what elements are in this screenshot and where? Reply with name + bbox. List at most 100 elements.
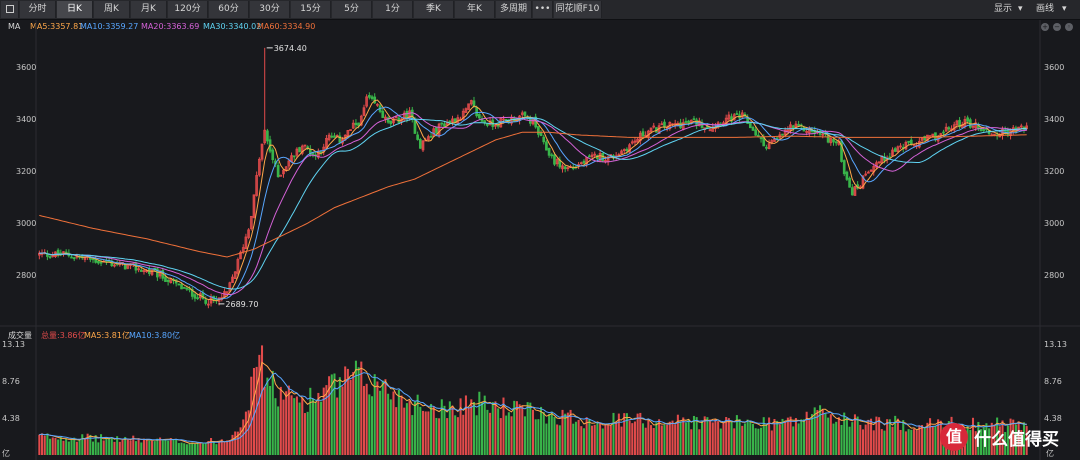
candle-body xyxy=(440,122,444,125)
candle-body xyxy=(893,148,897,152)
candle-body xyxy=(443,123,446,127)
volume-bar xyxy=(384,379,387,455)
ma5-line xyxy=(39,99,1027,302)
tab-0[interactable]: 分时 xyxy=(20,1,56,18)
candle-body xyxy=(848,177,851,188)
candle-body xyxy=(244,236,248,250)
candle-body xyxy=(545,141,548,151)
volume-bar xyxy=(271,370,274,455)
draw-dropdown-icon[interactable]: ▾ xyxy=(1062,4,1067,14)
volume-bar xyxy=(628,420,631,455)
volume-bar xyxy=(789,416,792,455)
candle-body xyxy=(303,144,307,147)
candle-body xyxy=(740,112,744,118)
candle-body xyxy=(330,135,334,138)
volume-bar xyxy=(617,413,620,455)
volume-bar xyxy=(193,443,196,455)
volume-bar xyxy=(819,405,822,455)
volume-bar xyxy=(937,419,940,455)
volume-bar xyxy=(515,401,518,455)
candle-body xyxy=(926,134,929,142)
tab-5[interactable]: 60分 xyxy=(209,1,249,18)
tab-8[interactable]: 5分 xyxy=(332,1,372,18)
tab-2[interactable]: 周K xyxy=(94,1,130,18)
volume-bar xyxy=(607,424,610,455)
volume-bar xyxy=(46,433,49,455)
volume-bar xyxy=(226,440,229,455)
volume-bar xyxy=(886,419,889,455)
volume-bar xyxy=(714,419,717,455)
zoom-in-icon[interactable]: + xyxy=(1041,23,1049,31)
volume-bar xyxy=(395,407,398,455)
tab-10[interactable]: 季K xyxy=(414,1,454,18)
candle-body xyxy=(386,117,390,123)
tab-12[interactable]: 多周期 xyxy=(496,1,532,18)
watermark-badge: 值 xyxy=(940,423,968,451)
candle-body xyxy=(781,133,784,136)
price-tick-left: 3400 xyxy=(16,115,36,124)
volume-bar xyxy=(711,422,714,455)
volume-bar xyxy=(172,439,175,455)
volume-bar xyxy=(413,401,416,455)
draw-line-button[interactable]: 画线 xyxy=(1036,4,1055,14)
volume-bar xyxy=(561,409,564,455)
tab-11[interactable]: 年K xyxy=(455,1,495,18)
volume-bar xyxy=(408,400,411,455)
volume-bar xyxy=(523,416,526,455)
tab-1[interactable]: 日K xyxy=(57,1,93,18)
zoom-out-icon[interactable]: − xyxy=(1053,23,1061,31)
volume-bar xyxy=(797,423,800,455)
volume-bar xyxy=(848,426,851,455)
tab-3[interactable]: 月K xyxy=(131,1,167,18)
volume-bar xyxy=(456,417,459,455)
tab-14[interactable]: 同花顺F10 xyxy=(554,1,602,18)
volume-bar xyxy=(164,439,167,455)
volume-tick-right: 4.38 xyxy=(1044,414,1062,423)
tab-7[interactable]: 15分 xyxy=(291,1,331,18)
volume-bar xyxy=(805,411,808,455)
candle-body xyxy=(239,251,242,260)
volume-bar xyxy=(558,425,561,455)
volume-bar xyxy=(126,439,129,455)
volume-bar xyxy=(1004,431,1007,455)
volume-bar xyxy=(124,436,127,455)
volume-bar xyxy=(320,401,323,455)
panel-toggle-icon[interactable] xyxy=(1,1,19,18)
settings-icon[interactable]: ◦ xyxy=(1065,23,1073,31)
candle-body xyxy=(196,297,199,300)
volume-bar xyxy=(792,426,795,455)
candle-body xyxy=(478,113,481,119)
volume-bar xyxy=(845,417,848,455)
candle-body xyxy=(394,116,398,119)
volume-bar xyxy=(829,414,832,455)
display-dropdown-icon[interactable]: ▾ xyxy=(1018,4,1023,14)
volume-ma5-legend: MA5:3.81亿 xyxy=(84,331,130,340)
volume-bar xyxy=(915,430,918,455)
volume-bar xyxy=(137,438,140,455)
volume-bar xyxy=(529,402,532,455)
volume-bar xyxy=(432,406,435,455)
volume-bar xyxy=(545,423,548,455)
volume-bar xyxy=(765,424,768,455)
candle-body xyxy=(542,136,546,143)
candle-body xyxy=(207,303,210,306)
tab-6[interactable]: 30分 xyxy=(250,1,290,18)
volume-bar xyxy=(518,404,521,455)
volume-bar xyxy=(159,437,162,455)
candle-body xyxy=(298,147,301,153)
volume-bar xyxy=(290,395,293,455)
volume-bar xyxy=(153,441,156,455)
candle-body xyxy=(630,141,634,144)
volume-bar xyxy=(83,438,86,455)
volume-bar xyxy=(303,413,306,455)
volume-bar xyxy=(344,366,347,455)
volume-bar xyxy=(907,429,910,455)
volume-bar xyxy=(430,403,433,455)
display-button[interactable]: 显示 xyxy=(994,4,1013,14)
tab-4[interactable]: 120分 xyxy=(168,1,208,18)
volume-bar xyxy=(569,409,572,455)
tab-9[interactable]: 1分 xyxy=(373,1,413,18)
tab-13[interactable]: ••• xyxy=(533,1,553,18)
volume-bar xyxy=(977,421,980,455)
